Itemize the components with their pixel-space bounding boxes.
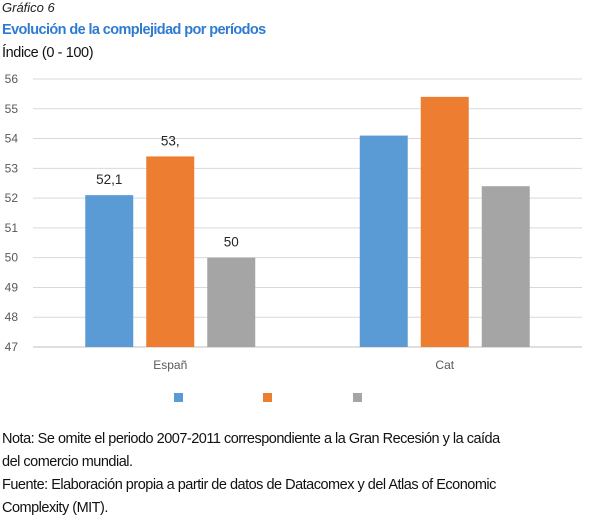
chart-subtitle: Índice (0 - 100) xyxy=(2,45,94,61)
data-label: 53, xyxy=(161,133,180,148)
legend-swatch xyxy=(353,393,362,402)
y-tick-label: 51 xyxy=(5,221,19,235)
y-tick-label: 48 xyxy=(5,310,19,324)
note-text-line-1: Nota: Se omite el periodo 2007-2011 corr… xyxy=(2,431,500,447)
bar xyxy=(207,257,256,347)
bars xyxy=(85,96,530,347)
legend-swatch xyxy=(174,393,183,402)
y-tick-label: 55 xyxy=(5,102,19,116)
y-tick-label: 50 xyxy=(5,251,19,265)
bar-chart: 47 48 49 50 51 52 53 54 55 56 52,1 53, 50 Españ Cat xyxy=(5,72,582,402)
y-tick-label: 54 xyxy=(5,132,19,146)
chart-title: Evolución de la complejidad por períodos xyxy=(2,22,266,38)
y-tick-label: 49 xyxy=(5,280,19,294)
y-tick-label: 52 xyxy=(5,191,19,205)
source-text-line-2: Complexity (MIT). xyxy=(2,500,108,516)
x-axis-categories: Españ Cat xyxy=(153,358,455,372)
y-tick-label: 56 xyxy=(5,72,19,86)
source-text-line-1: Fuente: Elaboración propia a partir de d… xyxy=(2,477,496,493)
figure-number: Gráfico 6 xyxy=(2,0,55,15)
bar xyxy=(85,195,134,347)
note-text-line-2: del comercio mundial. xyxy=(2,454,133,470)
data-label: 50 xyxy=(224,235,239,250)
category-label: Cat xyxy=(435,358,454,372)
legend-swatch xyxy=(263,393,272,402)
bar xyxy=(420,96,469,347)
y-tick-label: 53 xyxy=(5,161,19,175)
legend xyxy=(174,393,362,402)
data-labels: 52,1 53, 50 xyxy=(96,133,239,249)
bar xyxy=(146,156,195,347)
category-label: Españ xyxy=(153,358,187,372)
y-tick-label: 47 xyxy=(5,340,19,354)
data-label: 52,1 xyxy=(96,172,122,187)
bar xyxy=(359,135,408,347)
bar xyxy=(481,186,530,347)
y-axis-ticks: 47 48 49 50 51 52 53 54 55 56 xyxy=(5,72,19,354)
